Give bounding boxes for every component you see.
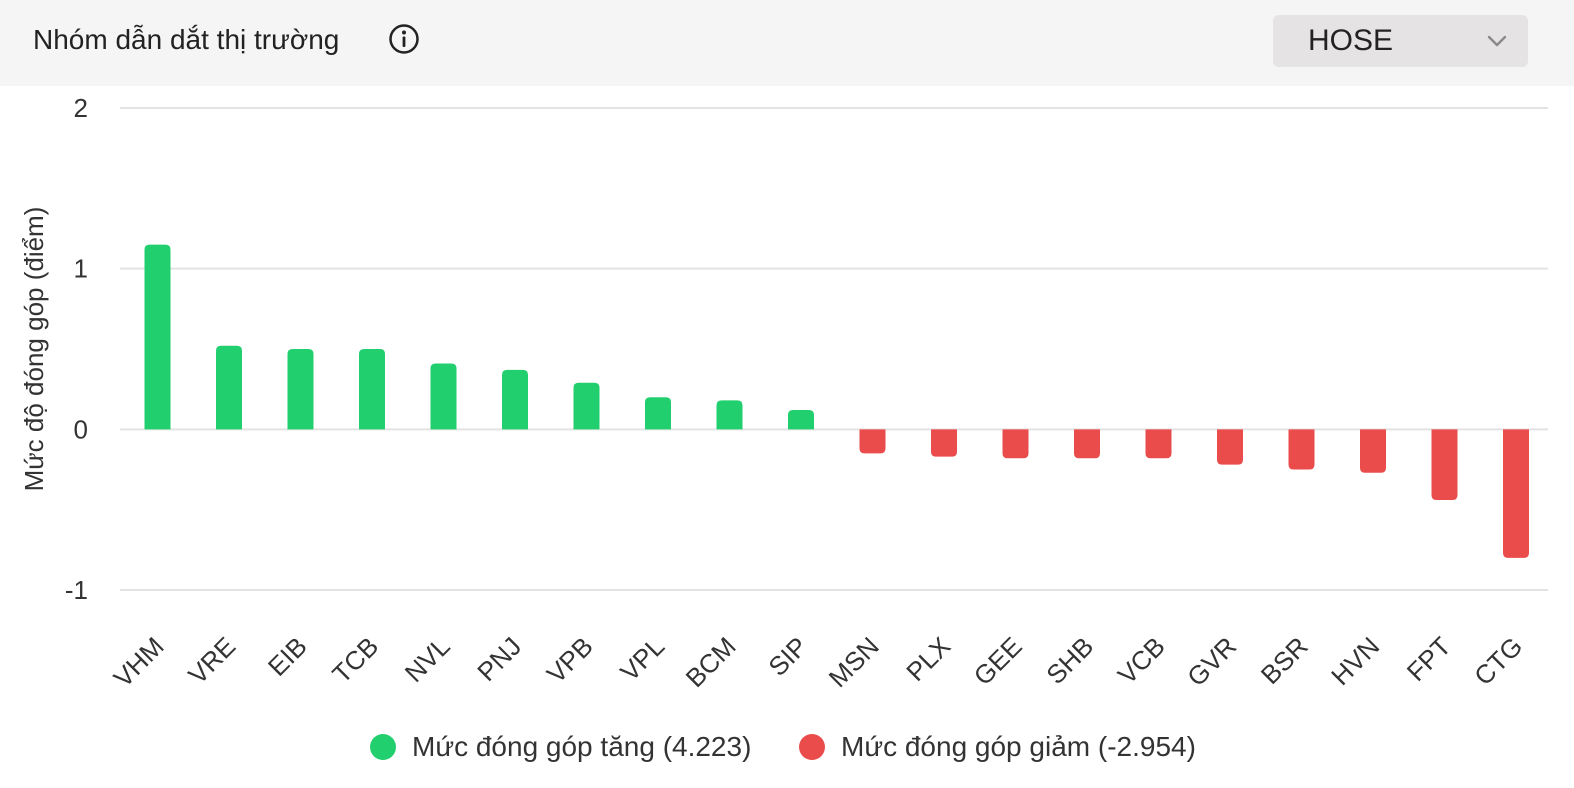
legend-positive-label: Mức đóng góp tăng (4.223): [412, 731, 752, 762]
legend-negative-dot: [799, 734, 825, 760]
bar-vre[interactable]: [216, 345, 242, 430]
x-axis-ticks: VHM VRE EIB TCB NVL PNJ VPB VPL BCM SIP MSN PLX GEE S…: [108, 631, 1529, 693]
x-tick-label: MSN: [823, 631, 885, 693]
chart-grid: [120, 107, 1548, 591]
y-tick-label: 1: [74, 254, 88, 284]
header: Nhóm dẫn dắt thị trường HOSE: [0, 0, 1574, 86]
y-axis-ticks: 2 1 0 -1: [65, 93, 88, 605]
bar-nvl[interactable]: [430, 363, 457, 430]
bar-pnj[interactable]: [502, 369, 528, 430]
chart-legend: Mức đóng góp tăng (4.223) Mức đóng góp g…: [0, 727, 1574, 767]
x-tick-label: CTG: [1468, 631, 1528, 691]
x-tick-label: SIP: [762, 631, 813, 682]
bar-vcb[interactable]: [1145, 429, 1172, 459]
bar-msn[interactable]: [859, 429, 886, 454]
bar-fpt[interactable]: [1431, 429, 1458, 501]
legend-negative-label: Mức đóng góp giảm (-2.954): [841, 731, 1196, 762]
bar-gvr[interactable]: [1217, 429, 1243, 465]
bar-eib[interactable]: [287, 349, 314, 430]
x-tick-label: GVR: [1181, 631, 1242, 692]
y-tick-label: -1: [65, 575, 88, 605]
bar-vpb[interactable]: [573, 382, 600, 430]
x-tick-label: BCM: [680, 631, 742, 693]
x-tick-label: VRE: [182, 631, 241, 690]
bar-hvn[interactable]: [1360, 429, 1386, 473]
page-title: Nhóm dẫn dắt thị trường: [33, 24, 340, 55]
y-tick-label: 2: [74, 93, 88, 123]
x-tick-label: BSR: [1255, 631, 1314, 690]
x-tick-label: HVN: [1325, 631, 1385, 691]
x-tick-label: VPB: [541, 631, 599, 689]
bar-ctg[interactable]: [1503, 429, 1529, 558]
chevron-down-icon: [1487, 35, 1507, 47]
bar-plx[interactable]: [931, 429, 957, 457]
x-tick-label: PLX: [900, 631, 956, 687]
x-tick-label: TCB: [326, 631, 384, 689]
x-tick-label: EIB: [262, 631, 313, 682]
x-tick-label: FPT: [1401, 631, 1457, 687]
bar-shb[interactable]: [1074, 429, 1100, 459]
bar-bsr[interactable]: [1288, 429, 1315, 470]
bar-tcb[interactable]: [359, 349, 385, 430]
bar-vpl[interactable]: [645, 397, 671, 430]
contribution-bar-chart: 2 1 0 -1 Mức độ đóng góp (điểm) VHM VRE EIB TC…: [19, 93, 1548, 693]
chart-bars: [144, 244, 1529, 558]
x-tick-label: VCB: [1112, 631, 1171, 690]
legend-positive-dot: [370, 734, 396, 760]
bar-sip[interactable]: [788, 410, 814, 430]
y-tick-label: 0: [74, 414, 88, 444]
bar-vhm[interactable]: [144, 244, 171, 430]
info-circle-icon[interactable]: [388, 23, 420, 55]
bar-gee[interactable]: [1002, 429, 1029, 459]
y-axis-label: Mức độ đóng góp (điểm): [19, 207, 49, 492]
exchange-select[interactable]: HOSE: [1273, 15, 1528, 67]
x-tick-label: VPL: [614, 631, 670, 687]
x-tick-label: SHB: [1040, 631, 1099, 690]
exchange-select-value: HOSE: [1308, 24, 1394, 57]
x-tick-label: NVL: [399, 631, 456, 688]
x-tick-label: PNJ: [471, 631, 527, 687]
x-tick-label: VHM: [108, 631, 170, 693]
x-tick-label: GEE: [968, 631, 1028, 691]
bar-bcm[interactable]: [716, 400, 743, 430]
